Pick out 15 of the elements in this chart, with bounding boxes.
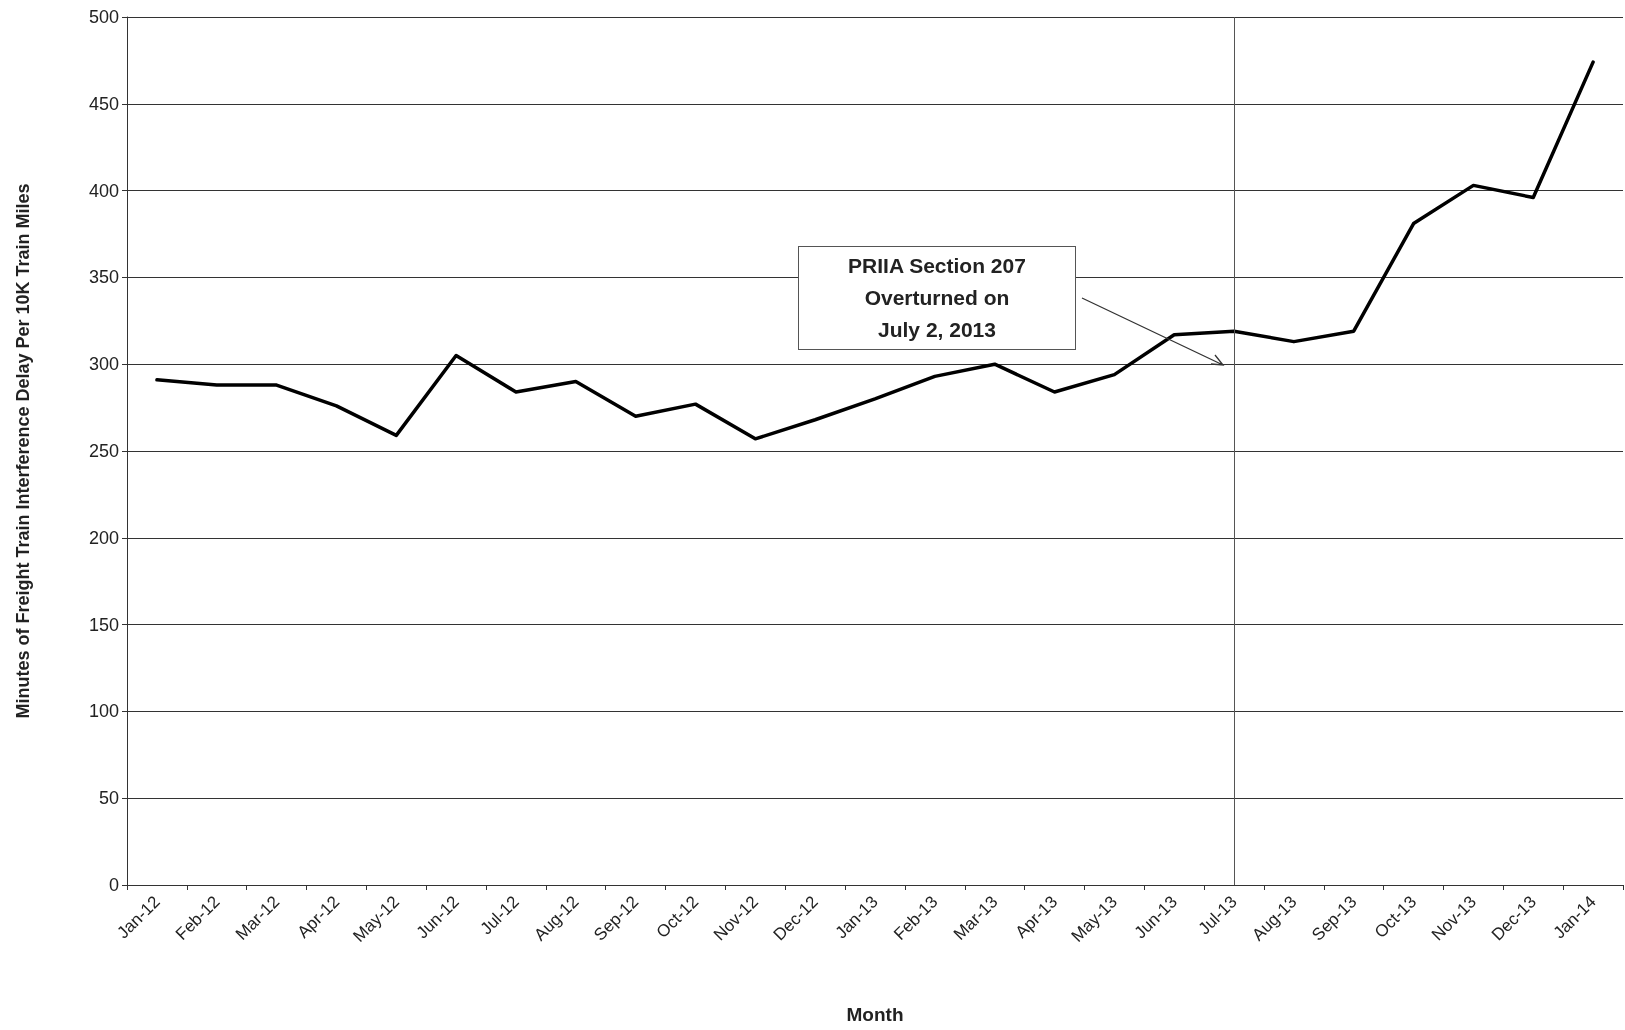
y-tick-label: 450 (88, 93, 119, 114)
x-axis-title: Month (846, 1004, 904, 1025)
y-tick-label: 500 (88, 7, 119, 27)
callout-box: PRIIA Section 207 Overturned on July 2, 2013 (798, 246, 1076, 350)
y-tick-label: 100 (88, 701, 119, 722)
y-tick-label: 350 (88, 267, 119, 288)
y-tick-label: 0 (108, 875, 119, 895)
y-tick-label: 250 (88, 441, 119, 461)
line-series (155, 60, 1595, 441)
y-tick-label: 150 (88, 614, 119, 635)
y-tick-label: 400 (88, 180, 119, 201)
y-axis-title: Minutes of Freight Train Interference Delay Per 10K Train Miles (13, 183, 33, 719)
y-tick-label: 50 (98, 788, 119, 809)
y-tick-label: 200 (88, 527, 119, 548)
y-tick-label: 300 (88, 354, 119, 375)
